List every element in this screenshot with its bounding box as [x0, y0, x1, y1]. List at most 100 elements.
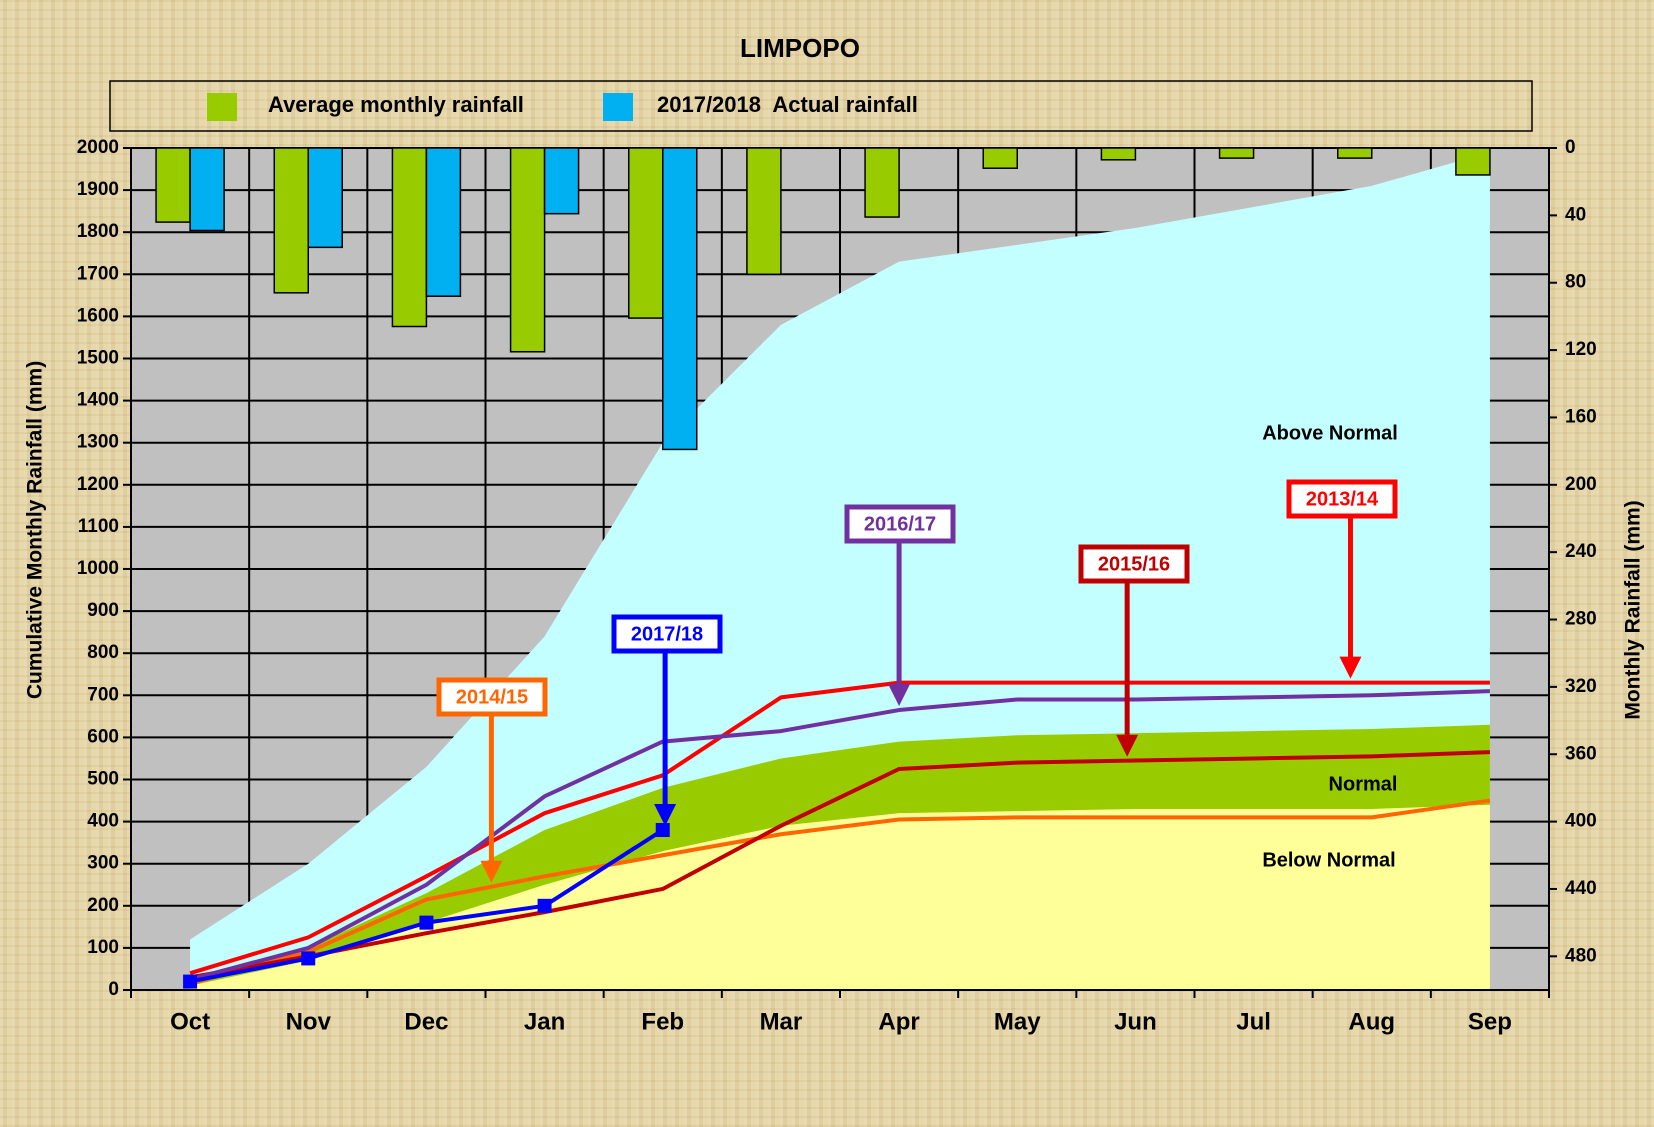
bar [189, 147, 225, 232]
y-tick-label: 900 [87, 600, 119, 621]
y-tick-label: 100 [87, 937, 119, 958]
y-tick-label: 1100 [78, 516, 119, 537]
legend-swatch [603, 93, 633, 121]
x-tick-label: Feb [641, 1008, 684, 1035]
y-tick-label: 800 [87, 642, 119, 663]
line [189, 680, 1490, 976]
area-label: Below Normal [1262, 849, 1395, 871]
line [189, 750, 1490, 980]
legend-label: 2017/2018 Actual rainfall [657, 92, 918, 117]
y-tick-label: 0 [108, 979, 119, 1000]
line [189, 798, 1491, 986]
callout-arrowhead [654, 804, 677, 827]
y2-tick-label: 360 [1565, 743, 1597, 764]
x-tick-label: May [994, 1008, 1041, 1035]
bar [273, 147, 309, 294]
callout-label: 2016/17 [864, 513, 936, 535]
y-tick-label: 2000 [77, 137, 119, 158]
y2-tick-label: 200 [1565, 474, 1597, 495]
x-tick-label: Jul [1236, 1008, 1271, 1035]
y2-axis-label: Monthly Rainfall (mm) [1622, 500, 1645, 719]
y-tick-label: 400 [87, 811, 119, 832]
x-tick-label: Dec [404, 1008, 448, 1035]
y2-tick-label: 480 [1565, 945, 1597, 966]
x-tick-label: Aug [1348, 1008, 1395, 1035]
y-tick-label: 600 [87, 726, 119, 747]
bar [1337, 147, 1373, 159]
y-tick-label: 1600 [77, 305, 119, 326]
marker [655, 823, 670, 838]
callout-arrowhead [1339, 656, 1362, 679]
y-tick-label: 1500 [77, 348, 119, 369]
y2-tick-label: 80 [1565, 272, 1586, 293]
x-tick-label: Oct [170, 1008, 210, 1035]
y2-tick-label: 120 [1565, 339, 1597, 360]
marker [301, 951, 316, 966]
bar [746, 147, 782, 276]
y-tick-label: 200 [87, 895, 119, 916]
callout-label: 2013/14 [1306, 488, 1379, 510]
bar [509, 147, 546, 353]
bar [307, 147, 343, 249]
callout-arrowhead [480, 860, 503, 883]
chart-title: LIMPOPO [740, 33, 860, 63]
callout-box [1078, 544, 1190, 584]
y-tick-label: 1200 [77, 474, 119, 495]
bar [628, 147, 664, 319]
legend-swatch [207, 93, 237, 121]
bar [1100, 147, 1137, 161]
callout-box [436, 677, 548, 717]
bar [1455, 147, 1491, 176]
y-tick-label: 1000 [77, 558, 119, 579]
x-tick-label: Mar [760, 1008, 803, 1035]
callout-box [844, 504, 956, 544]
y2-tick-label: 280 [1565, 609, 1597, 630]
bar [1218, 147, 1255, 159]
callout-label: 2014/15 [456, 686, 528, 708]
bar [155, 147, 191, 223]
line [189, 689, 1490, 982]
y-tick-label: 700 [87, 684, 119, 705]
y2-tick-label: 160 [1565, 406, 1597, 427]
callout-arrowhead [1116, 734, 1139, 757]
y-tick-label: 500 [87, 769, 119, 790]
callout-label: 2015/16 [1098, 553, 1170, 575]
y2-tick-label: 40 [1565, 204, 1586, 225]
area-label: Normal [1329, 773, 1398, 795]
bar [982, 147, 1018, 169]
y-tick-label: 1900 [77, 179, 119, 200]
callout-box [611, 614, 723, 654]
bar [543, 147, 580, 215]
y-tick-label: 1400 [77, 390, 119, 411]
y2-tick-label: 400 [1565, 811, 1597, 832]
bar [864, 147, 900, 218]
legend-box [109, 80, 1533, 132]
y2-tick-label: 0 [1565, 137, 1576, 158]
x-tick-label: Nov [286, 1008, 332, 1035]
y-axis-label: Cumulative Monthly Rainfall (mm) [24, 361, 47, 699]
legend-label: Average monthly rainfall [268, 92, 524, 117]
callout-arrowhead [888, 684, 911, 707]
x-tick-label: Apr [878, 1008, 919, 1035]
marker [183, 974, 198, 989]
y-tick-label: 1700 [77, 263, 119, 284]
y-tick-label: 300 [87, 853, 119, 874]
callout-label: 2017/18 [631, 623, 703, 645]
marker [537, 898, 552, 913]
y2-tick-label: 240 [1565, 541, 1597, 562]
bar [425, 147, 462, 297]
bar [662, 147, 698, 451]
marker [419, 915, 434, 930]
area [190, 804, 1490, 990]
y-tick-label: 1300 [77, 432, 119, 453]
y2-tick-label: 320 [1565, 676, 1597, 697]
x-tick-label: Sep [1468, 1008, 1512, 1035]
area-label: Above Normal [1262, 422, 1398, 444]
x-tick-label: Jan [524, 1008, 565, 1035]
y2-tick-label: 440 [1565, 878, 1597, 899]
x-tick-label: Jun [1114, 1008, 1157, 1035]
bar [391, 147, 428, 328]
callout-box [1286, 479, 1398, 519]
